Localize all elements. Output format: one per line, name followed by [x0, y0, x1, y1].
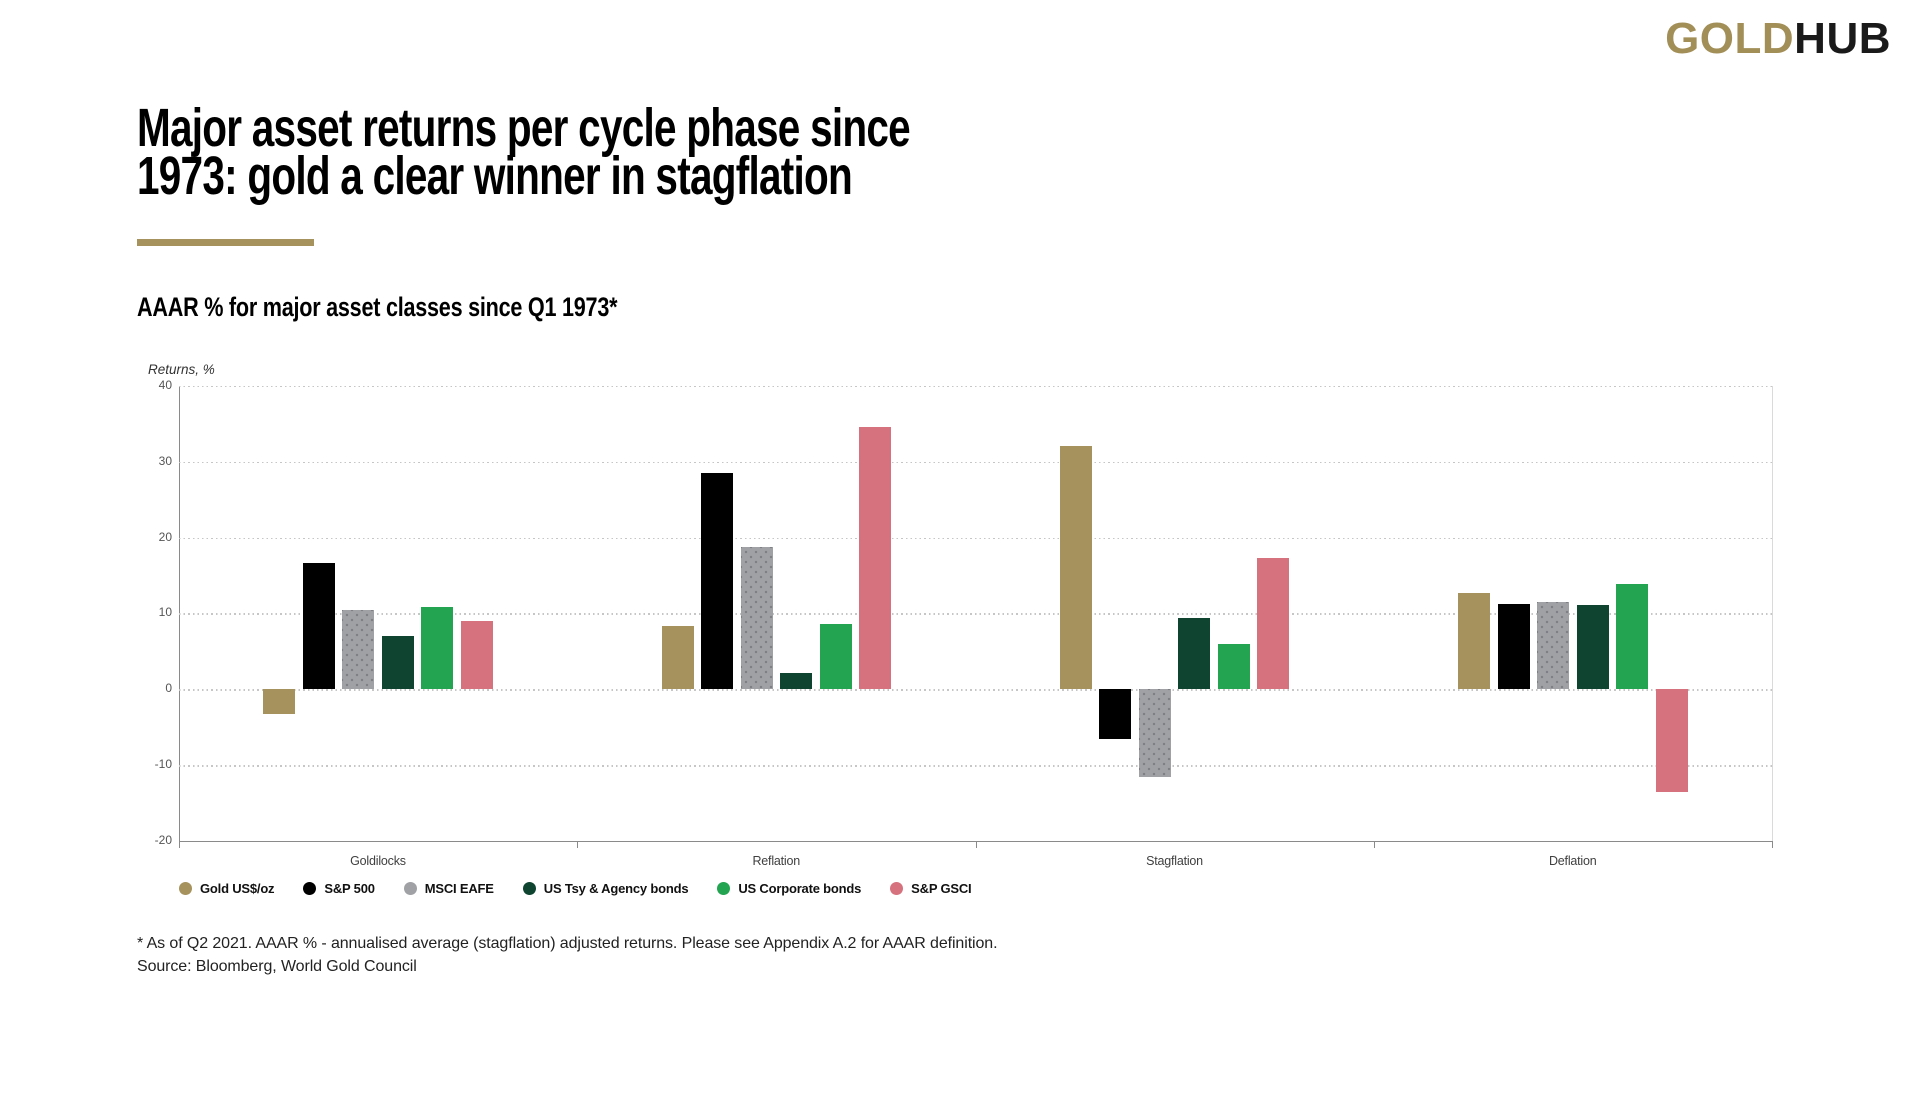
y-axis-label-30: 30: [158, 453, 172, 468]
bar-reflation-msci-eafe[interactable]: [740, 547, 773, 690]
x-axis-tick-3: [1373, 841, 1375, 849]
chart-legend: Gold US$/oz S&P 500 MSCI EAFE US Tsy & Agen…: [179, 881, 972, 896]
bar-reflation-us-corporate-bonds[interactable]: [819, 624, 852, 690]
x-axis-tick-1: [577, 841, 579, 849]
footnote-definition: * As of Q2 2021. AAAR % - annualised ave…: [137, 935, 998, 952]
y-axis-title: Returns, %: [148, 362, 215, 377]
x-axis-tick-2: [975, 841, 977, 849]
bar-reflation-us-tsy-agency-bonds[interactable]: [780, 672, 813, 690]
bar-deflation-us-tsy-agency-bonds[interactable]: [1576, 605, 1609, 690]
legend-label-gold-us-oz: Gold US$/oz: [200, 881, 275, 896]
bar-reflation-s-p-500[interactable]: [701, 473, 734, 690]
bar-goldilocks-us-tsy-agency-bonds[interactable]: [381, 636, 414, 690]
title-accent-underline: [137, 239, 314, 246]
bar-goldilocks-us-corporate-bonds[interactable]: [421, 607, 454, 690]
legend-item-s-p-gsci[interactable]: S&P GSCI: [890, 881, 972, 896]
bar-stagflation-us-corporate-bonds[interactable]: [1217, 643, 1250, 690]
category-label-stagflation: Stagflation: [1146, 854, 1203, 868]
plot-right-border: [1772, 385, 1773, 842]
legend-label-s-p-500: S&P 500: [324, 881, 375, 896]
legend-item-us-tsy-agency-bonds[interactable]: US Tsy & Agency bonds: [522, 881, 689, 896]
page-title-line1: Major asset returns per cycle phase sinc…: [137, 98, 911, 158]
legend-swatch-s-p-500: [303, 882, 317, 895]
bar-goldilocks-msci-eafe[interactable]: [342, 610, 375, 690]
bar-reflation-gold-us-oz[interactable]: [661, 626, 694, 690]
legend-item-msci-eafe[interactable]: MSCI EAFE: [403, 881, 494, 896]
bar-stagflation-s-p-500[interactable]: [1099, 689, 1132, 740]
grid-line-20: [179, 537, 1772, 540]
grid-line-10: [179, 613, 1772, 615]
bar-chart: Returns, % 40 30 20 10 0 -10 -20 Goldilocks Refl…: [146, 310, 1773, 872]
grid-line-30: [179, 461, 1772, 464]
grid-line-40: [179, 385, 1772, 388]
bar-reflation-s-p-gsci[interactable]: [859, 426, 892, 690]
bar-deflation-s-p-gsci[interactable]: [1655, 689, 1688, 792]
category-label-goldilocks: Goldilocks: [350, 854, 406, 868]
category-label-deflation: Deflation: [1548, 854, 1597, 868]
bar-deflation-s-p-500[interactable]: [1497, 603, 1530, 690]
page-title-line2: 1973: gold a clear winner in stagflation: [137, 146, 853, 206]
logo-hub: HUB: [1794, 14, 1891, 63]
y-axis-label-40: 40: [158, 377, 172, 392]
legend-item-s-p-500[interactable]: S&P 500: [303, 881, 375, 896]
footnote-source: Source: Bloomberg, World Gold Council: [137, 958, 417, 975]
bar-deflation-gold-us-oz[interactable]: [1458, 592, 1491, 690]
legend-swatch-us-tsy-agency-bonds: [522, 882, 536, 895]
legend-swatch-msci-eafe: [403, 882, 417, 895]
legend-label-msci-eafe: MSCI EAFE: [424, 881, 494, 896]
page-title: Major asset returns per cycle phase sinc…: [137, 98, 911, 206]
grid-line--10: [179, 765, 1772, 767]
bar-stagflation-gold-us-oz[interactable]: [1059, 446, 1092, 690]
legend-swatch-s-p-gsci: [890, 882, 904, 895]
y-axis-label-10: 10: [158, 605, 172, 620]
y-axis-label--20: -20: [154, 833, 172, 848]
logo-gold: GOLD: [1665, 14, 1795, 63]
bar-stagflation-us-tsy-agency-bonds[interactable]: [1178, 617, 1211, 690]
legend-swatch-us-corporate-bonds: [717, 882, 731, 895]
legend-label-us-corporate-bonds: US Corporate bonds: [738, 881, 862, 896]
bar-stagflation-s-p-gsci[interactable]: [1257, 558, 1290, 690]
bar-deflation-msci-eafe[interactable]: [1537, 602, 1570, 690]
x-axis-tick-0: [179, 841, 180, 849]
y-axis-label-0: 0: [165, 681, 172, 696]
bar-goldilocks-gold-us-oz[interactable]: [263, 689, 296, 714]
legend-label-us-tsy-agency-bonds: US Tsy & Agency bonds: [543, 881, 689, 896]
bar-deflation-us-corporate-bonds[interactable]: [1616, 583, 1649, 690]
legend-swatch-gold-us-oz: [179, 882, 192, 895]
y-axis-label-20: 20: [158, 529, 172, 544]
bar-stagflation-msci-eafe[interactable]: [1138, 689, 1171, 777]
grid-line-0: [179, 689, 1772, 691]
x-axis-tick-4: [1772, 841, 1773, 849]
category-label-reflation: Reflation: [752, 854, 801, 868]
legend-label-s-p-gsci: S&P GSCI: [911, 881, 972, 896]
legend-item-gold-us-oz[interactable]: Gold US$/oz: [179, 881, 275, 896]
goldhub-logo: GOLDHUB: [1665, 14, 1891, 64]
legend-item-us-corporate-bonds[interactable]: US Corporate bonds: [717, 881, 861, 896]
bar-goldilocks-s-p-gsci[interactable]: [460, 621, 493, 690]
chart-subtitle: AAAR % for major asset classes since Q1 …: [137, 292, 618, 322]
y-axis-label--10: -10: [154, 757, 172, 772]
bar-goldilocks-s-p-500[interactable]: [302, 563, 335, 690]
